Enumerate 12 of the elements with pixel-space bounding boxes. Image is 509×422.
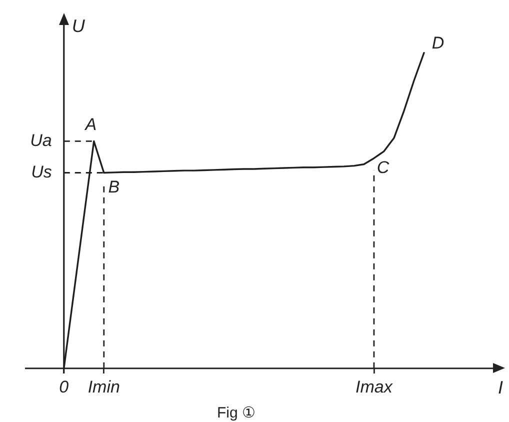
x-tick-label: Imin — [88, 377, 120, 396]
annotation: B — [108, 177, 120, 196]
ref-line-label: Us — [31, 162, 52, 182]
text: Fig ① — [216, 404, 256, 422]
annotation: A — [84, 114, 97, 134]
text: D — [432, 34, 444, 53]
annotation: C — [376, 158, 390, 177]
y-axis-title: U — [72, 16, 86, 36]
x-tick-label: Imax — [356, 377, 393, 396]
ref-line-label: Ua — [30, 130, 52, 150]
x-axis-title: I — [498, 377, 503, 398]
x-tick-label: 0 — [59, 377, 70, 396]
